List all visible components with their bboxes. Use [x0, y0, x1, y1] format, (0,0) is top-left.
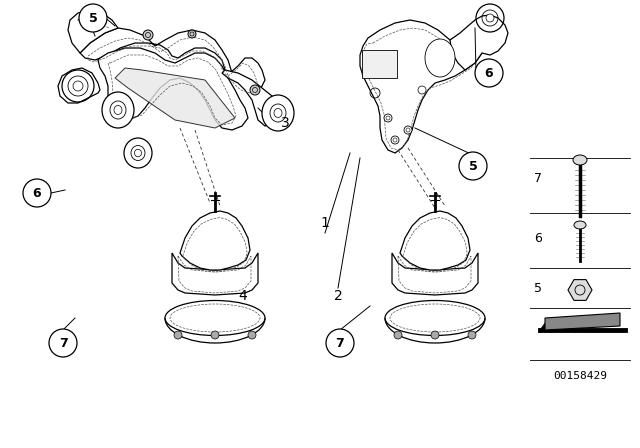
- Text: 6: 6: [534, 232, 542, 245]
- Circle shape: [49, 329, 77, 357]
- Text: 5: 5: [534, 281, 542, 294]
- Circle shape: [211, 331, 219, 339]
- Text: 7: 7: [335, 336, 344, 349]
- Text: 7: 7: [534, 172, 542, 185]
- Circle shape: [475, 59, 503, 87]
- Ellipse shape: [124, 138, 152, 168]
- Ellipse shape: [102, 92, 134, 128]
- Polygon shape: [400, 211, 470, 270]
- Ellipse shape: [425, 39, 455, 77]
- Text: 6: 6: [33, 186, 42, 199]
- Circle shape: [174, 331, 182, 339]
- Circle shape: [143, 30, 153, 40]
- Circle shape: [79, 4, 107, 32]
- Polygon shape: [545, 313, 620, 330]
- Circle shape: [394, 331, 402, 339]
- Text: 4: 4: [239, 289, 248, 303]
- Polygon shape: [98, 48, 248, 130]
- Polygon shape: [360, 20, 485, 153]
- Text: 7: 7: [59, 336, 67, 349]
- Circle shape: [188, 30, 196, 38]
- Polygon shape: [450, 15, 508, 70]
- Text: 6: 6: [484, 66, 493, 79]
- Polygon shape: [172, 253, 258, 295]
- Circle shape: [23, 179, 51, 207]
- Circle shape: [486, 14, 494, 22]
- Text: 5: 5: [468, 159, 477, 172]
- Text: 2: 2: [333, 289, 342, 303]
- Circle shape: [404, 126, 412, 134]
- Ellipse shape: [574, 221, 586, 229]
- Polygon shape: [80, 28, 265, 93]
- Circle shape: [73, 81, 83, 91]
- Bar: [362, 50, 397, 78]
- Circle shape: [459, 152, 487, 180]
- Polygon shape: [222, 70, 280, 126]
- Polygon shape: [68, 10, 118, 53]
- Circle shape: [248, 331, 256, 339]
- Circle shape: [391, 136, 399, 144]
- Circle shape: [326, 329, 354, 357]
- Polygon shape: [540, 318, 548, 330]
- Polygon shape: [115, 68, 235, 128]
- Circle shape: [250, 85, 260, 95]
- Circle shape: [384, 114, 392, 122]
- Ellipse shape: [573, 155, 587, 165]
- Circle shape: [431, 331, 439, 339]
- Text: 00158429: 00158429: [553, 371, 607, 381]
- Ellipse shape: [165, 301, 265, 336]
- Polygon shape: [180, 211, 250, 270]
- Ellipse shape: [262, 95, 294, 131]
- Polygon shape: [392, 253, 478, 295]
- Ellipse shape: [385, 301, 485, 336]
- Circle shape: [468, 331, 476, 339]
- Text: 5: 5: [88, 12, 97, 25]
- Text: 3: 3: [280, 116, 289, 130]
- Text: 1: 1: [321, 216, 330, 230]
- Polygon shape: [58, 68, 100, 103]
